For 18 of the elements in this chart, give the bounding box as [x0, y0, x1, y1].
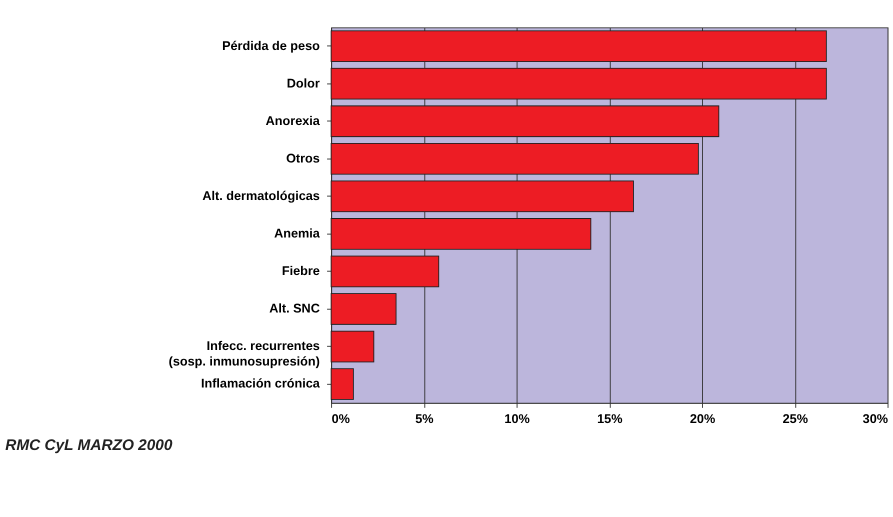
y-tick-label: Alt. dermatológicas — [202, 188, 320, 203]
x-tick-label: 5% — [415, 412, 434, 426]
x-tick-label: 20% — [690, 412, 716, 426]
y-tick-label: Dolor — [286, 76, 320, 90]
text: RMC CyL MARZO 2000 — [5, 436, 173, 454]
x-tick-label: 30% — [862, 412, 888, 426]
x-tick-label: 10% — [504, 412, 530, 426]
y-tick-label: Anemia — [274, 226, 321, 241]
y-tick-label: Inflamación crónica — [200, 376, 321, 391]
y-tick-label: Pérdida de peso — [222, 38, 320, 53]
y-tick-label: Alt. SNC — [269, 302, 320, 316]
y-tick-label: Anorexia — [266, 114, 321, 128]
y-tick-label: Fiebre — [282, 264, 320, 278]
y-tick-label: Infecc. recurrentes (sosp. inmunosupresión) — [168, 339, 320, 369]
x-tick-label: 0% — [332, 412, 350, 426]
x-tick-label: 15% — [597, 412, 622, 426]
y-tick-label: Otros — [286, 151, 320, 166]
x-tick-label: 25% — [782, 412, 808, 426]
